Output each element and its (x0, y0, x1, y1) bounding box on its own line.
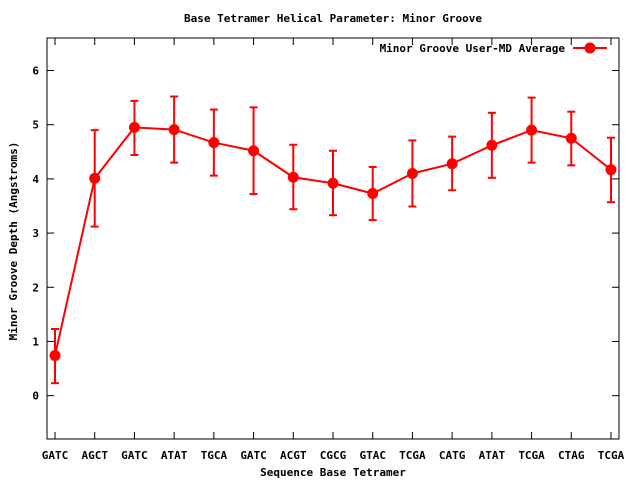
data-point (327, 177, 339, 189)
x-tick-label: TCGA (598, 449, 625, 462)
data-point (49, 350, 61, 362)
y-tick-label: 6 (32, 65, 39, 78)
series-layer (49, 95, 617, 385)
x-tick-label: TCGA (518, 449, 545, 462)
x-tick-label: GTAC (359, 449, 386, 462)
y-tick-label: 1 (32, 335, 39, 348)
data-point (128, 121, 140, 133)
x-tick-label: CATG (439, 449, 466, 462)
y-tick-label: 4 (32, 173, 39, 186)
x-axis: GATC AGCT GATC ATAT TGCA GATC ACGT CGCG GTAC TCGA… (42, 38, 625, 462)
x-tick-label: CTAG (558, 449, 585, 462)
data-point (168, 124, 180, 136)
x-axis-label: Sequence Base Tetramer (260, 466, 406, 479)
x-tick-label: GATC (121, 449, 148, 462)
legend: Minor Groove User-MD Average (380, 42, 607, 55)
x-tick-label: CGCG (320, 449, 347, 462)
x-tick-label: ATAT (479, 449, 506, 462)
x-tick-label: TGCA (201, 449, 228, 462)
data-point (446, 158, 458, 170)
legend-label: Minor Groove User-MD Average (380, 42, 566, 55)
y-axis-label: Minor Groove Depth (Angstroms) (7, 142, 20, 341)
y-tick-label: 2 (32, 281, 39, 294)
x-tick-label: TCGA (399, 449, 426, 462)
x-tick-label: ATAT (161, 449, 188, 462)
data-point (367, 188, 379, 200)
data-point (406, 167, 418, 179)
y-tick-label: 5 (32, 119, 39, 132)
data-point (287, 171, 299, 183)
x-tick-label: ACGT (280, 449, 307, 462)
data-point (605, 164, 617, 176)
y-tick-label: 3 (32, 227, 39, 240)
data-point (565, 132, 577, 144)
legend-marker (584, 42, 596, 54)
chart-title: Base Tetramer Helical Parameter: Minor G… (184, 12, 482, 25)
data-point (208, 137, 220, 149)
x-tick-label: GATC (42, 449, 69, 462)
data-point (526, 124, 538, 136)
x-tick-label: AGCT (81, 449, 108, 462)
data-point (89, 172, 101, 184)
x-tick-label: GATC (240, 449, 267, 462)
data-point (248, 145, 260, 157)
y-axis: 0 1 2 3 4 5 6 (32, 65, 619, 403)
data-point (486, 139, 498, 151)
y-tick-label: 0 (32, 390, 39, 403)
